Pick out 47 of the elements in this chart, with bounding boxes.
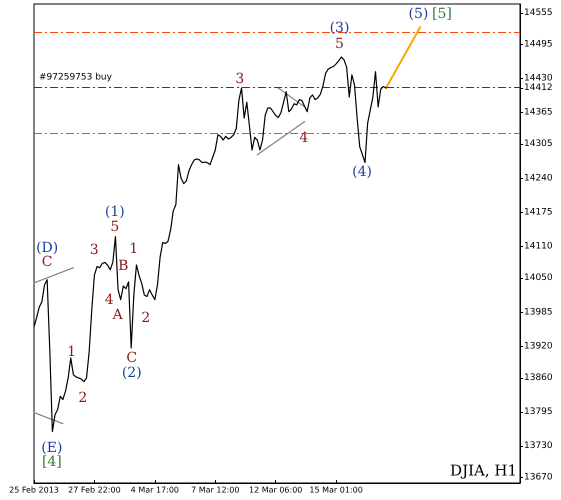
y-tick-label: 14240 <box>524 173 553 184</box>
annotation: DJIA, H1 <box>450 462 518 480</box>
x-tick-label: 15 Mar 01:00 <box>309 486 363 494</box>
annotation: 4 <box>104 292 114 308</box>
x-tick-label: 12 Mar 06:00 <box>248 486 302 494</box>
y-tick-label: 13985 <box>524 307 553 318</box>
annotation: C <box>126 350 138 366</box>
y-tick-label: 13730 <box>524 441 553 452</box>
annotation: B <box>118 258 128 274</box>
annotation: (5) <box>408 6 428 22</box>
annotation: C <box>42 254 53 270</box>
annotation: [5] <box>432 6 452 22</box>
annotation: 1 <box>67 344 76 360</box>
y-tick-label: 14495 <box>524 39 553 50</box>
annotation: (3) <box>330 20 350 36</box>
annotation: (2) <box>122 365 142 381</box>
x-tick-label: 27 Feb 22:00 <box>68 486 121 494</box>
annotation: (E) <box>41 440 62 456</box>
y-tick-label: 13860 <box>524 372 553 383</box>
annotation: 3 <box>235 71 244 87</box>
x-tick-label: 25 Feb 2013 <box>9 486 59 494</box>
annotation: 3 <box>90 242 99 258</box>
x-tick-label: 4 Mar 17:00 <box>130 486 180 494</box>
annotation: 2 <box>141 310 150 326</box>
ref-line-label: #97259753 buy <box>39 72 113 82</box>
annotation: 5 <box>110 219 120 235</box>
y-tick-label: 14305 <box>524 139 553 150</box>
x-tick-label: 7 Mar 12:00 <box>191 486 240 494</box>
annotation: 5 <box>335 36 344 52</box>
y-tick-label: 14412 <box>524 83 553 94</box>
annotation: A <box>112 307 124 323</box>
annotation: (4) <box>352 164 372 180</box>
y-tick-label: 13795 <box>524 407 553 418</box>
annotation: (D) <box>36 240 58 256</box>
y-tick-label: 14050 <box>524 273 553 284</box>
y-tick-label: 14365 <box>524 108 553 118</box>
annotation: 4 <box>299 130 308 146</box>
y-tick-label: 14110 <box>524 242 553 252</box>
y-tick-label: 13670 <box>524 472 553 483</box>
annotation: [4] <box>42 454 62 470</box>
y-tick-label: 14175 <box>524 208 553 218</box>
annotation: 1 <box>129 241 138 257</box>
annotation: (1) <box>104 204 125 220</box>
y-tick-label: 14430 <box>524 74 553 84</box>
y-tick-label: 13920 <box>524 341 553 352</box>
y-tick-label: 14555 <box>524 8 553 18</box>
annotation: 2 <box>78 390 88 406</box>
